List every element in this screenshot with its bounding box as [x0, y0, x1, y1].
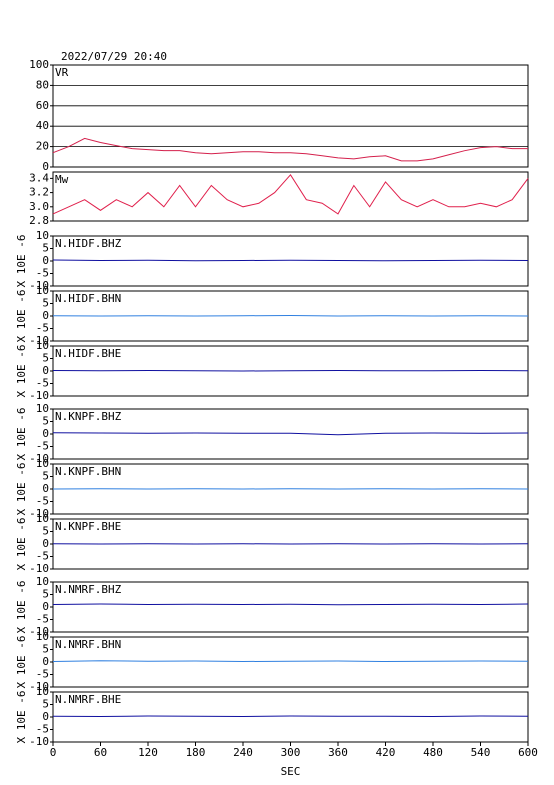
y-axis-label: X 10E -6 — [15, 345, 28, 398]
panel-label: N.NMRF.BHN — [55, 638, 121, 651]
x-axis-label: SEC — [281, 765, 301, 778]
data-line — [53, 661, 528, 662]
x-tick-label: 540 — [471, 746, 491, 759]
y-tick-label: -5 — [36, 613, 49, 626]
y-tick-label: 5 — [42, 415, 49, 428]
y-tick-label: 5 — [42, 698, 49, 711]
panel-label: N.KNPF.BHE — [55, 520, 121, 533]
y-tick-label: 5 — [42, 297, 49, 310]
y-tick-label: -5 — [36, 267, 49, 280]
x-tick-label: 240 — [233, 746, 253, 759]
data-line — [53, 604, 528, 605]
y-axis-label: X 10E -6 — [15, 463, 28, 516]
y-tick-label: -10 — [29, 562, 49, 575]
data-line — [53, 138, 528, 160]
x-tick-label: 480 — [423, 746, 443, 759]
x-tick-label: 0 — [50, 746, 57, 759]
y-tick-label: 3.4 — [29, 171, 49, 184]
x-tick-label: 180 — [186, 746, 206, 759]
y-tick-label: -5 — [36, 668, 49, 681]
y-axis-label: X 10E -6 — [15, 408, 28, 461]
data-line — [53, 371, 528, 372]
y-tick-label: 0 — [42, 655, 49, 668]
y-tick-label: 5 — [42, 242, 49, 255]
y-tick-label: 0 — [42, 364, 49, 377]
y-tick-label: -5 — [36, 322, 49, 335]
y-tick-label: -5 — [36, 377, 49, 390]
y-tick-label: 3.0 — [29, 200, 49, 213]
y-axis-label: X 10E -6 — [15, 235, 28, 288]
panel-label: Mw — [55, 173, 69, 186]
y-tick-label: 0 — [42, 710, 49, 723]
plot-frame — [53, 637, 528, 687]
plot-frame — [53, 172, 528, 221]
y-tick-label: -5 — [36, 723, 49, 736]
y-axis-label: X 10E -6 — [15, 581, 28, 634]
data-line — [53, 260, 528, 261]
panel-label: N.HIDF.BHE — [55, 347, 121, 360]
panel-label: N.HIDF.BHN — [55, 292, 121, 305]
y-tick-label: -5 — [36, 495, 49, 508]
y-tick-label: -5 — [36, 550, 49, 563]
y-tick-label: -10 — [29, 389, 49, 402]
y-tick-label: 0 — [42, 482, 49, 495]
panel-label: N.KNPF.BHZ — [55, 410, 122, 423]
y-axis-label: X 10E -6 — [15, 518, 28, 571]
y-tick-label: 0 — [42, 600, 49, 613]
y-tick-label: 10 — [36, 512, 49, 525]
y-axis-label: X 10E -6 — [15, 636, 28, 689]
y-tick-label: 5 — [42, 352, 49, 365]
y-tick-label: 40 — [36, 119, 49, 132]
data-line — [53, 433, 528, 435]
plot-frame — [53, 236, 528, 286]
y-tick-label: 0 — [42, 427, 49, 440]
data-line — [53, 175, 528, 214]
plot-frame — [53, 409, 528, 459]
y-tick-label: -10 — [29, 735, 49, 748]
y-tick-label: 5 — [42, 643, 49, 656]
plot-frame — [53, 582, 528, 632]
panel-label: N.HIDF.BHZ — [55, 237, 122, 250]
x-tick-label: 300 — [281, 746, 301, 759]
y-tick-label: 5 — [42, 470, 49, 483]
y-tick-label: 60 — [36, 99, 49, 112]
y-tick-label: 5 — [42, 588, 49, 601]
x-tick-label: 600 — [518, 746, 538, 759]
data-line — [53, 316, 528, 317]
y-tick-label: 100 — [29, 58, 49, 71]
x-tick-label: 360 — [328, 746, 348, 759]
y-tick-label: 10 — [36, 457, 49, 470]
plot-frame — [53, 692, 528, 742]
y-tick-label: 0 — [42, 309, 49, 322]
y-tick-label: 2.8 — [29, 214, 49, 227]
y-tick-label: 10 — [36, 575, 49, 588]
y-tick-label: 10 — [36, 339, 49, 352]
y-tick-label: 80 — [36, 78, 49, 91]
panel-label: VR — [55, 66, 69, 79]
y-axis-label: X 10E -6 — [15, 691, 28, 744]
panel-label: N.NMRF.BHE — [55, 693, 121, 706]
chart-title: 2022/07/29 20:40 — [61, 50, 167, 63]
x-tick-label: 60 — [94, 746, 107, 759]
y-tick-label: 0 — [42, 537, 49, 550]
y-axis-label: X 10E -6 — [15, 290, 28, 343]
y-tick-label: 10 — [36, 402, 49, 415]
y-tick-label: 20 — [36, 140, 49, 153]
y-tick-label: 10 — [36, 284, 49, 297]
x-tick-label: 120 — [138, 746, 158, 759]
panel-label: N.KNPF.BHN — [55, 465, 121, 478]
plot-frame — [53, 65, 528, 167]
x-tick-label: 420 — [376, 746, 396, 759]
panel-label: N.NMRF.BHZ — [55, 583, 122, 596]
y-tick-label: 5 — [42, 525, 49, 538]
data-line — [53, 716, 528, 717]
y-tick-label: -5 — [36, 440, 49, 453]
y-tick-label: 10 — [36, 685, 49, 698]
y-tick-label: 0 — [42, 254, 49, 267]
y-tick-label: 3.2 — [29, 186, 49, 199]
y-tick-label: 10 — [36, 229, 49, 242]
y-tick-label: 10 — [36, 630, 49, 643]
